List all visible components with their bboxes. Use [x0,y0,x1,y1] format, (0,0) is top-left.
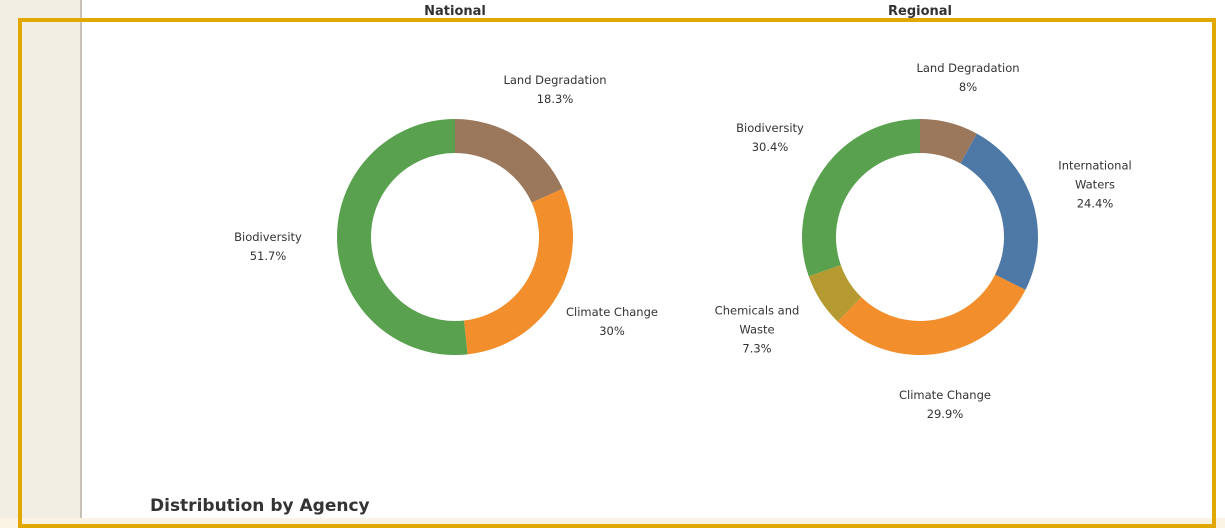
data-label: Climate Change 30% [557,303,667,341]
donut-segment [336,119,468,356]
donut-segment [455,119,563,203]
value-label: 51.7% [249,249,287,263]
data-label: Land Degradation 18.3% [500,71,610,109]
donut-segment [960,133,1038,290]
donut-segment [802,119,920,277]
chart-title: National [424,4,486,19]
category-label: Chemicals and Waste [714,303,800,337]
section-heading: Distribution by Agency [150,496,370,516]
value-label: 7.3% [742,341,772,356]
value-label: 8% [958,80,978,94]
data-label: International Waters 24.4% [1040,157,1150,214]
donut-segment [808,264,862,322]
category-label: International Waters [1058,158,1132,192]
donut-segment [920,119,977,164]
data-label: Biodiversity 51.7% [213,228,323,266]
data-label: Biodiversity 30.4% [715,119,825,157]
value-label: 29.9% [926,407,964,421]
chart-title: Regional [887,4,953,19]
category-label: Land Degradation [503,73,607,87]
category-label: Climate Change [899,388,991,402]
data-label: Land Degradation 8% [913,59,1023,97]
value-label: 30.4% [751,140,789,154]
category-label: Climate Change [566,305,658,319]
donut-segment [463,188,573,355]
value-label: 18.3% [536,92,574,106]
data-label: Chemicals and Waste 7.3% [702,302,812,359]
category-label: Biodiversity [234,230,302,244]
value-label: 24.4% [1076,196,1114,211]
category-label: Biodiversity [736,121,804,135]
category-label: Land Degradation [916,61,1020,75]
sidebar [0,0,82,518]
donut-segment [837,274,1026,356]
highlight-frame [18,18,1216,528]
value-label: 30% [599,324,625,338]
data-label: Climate Change 29.9% [890,386,1000,424]
